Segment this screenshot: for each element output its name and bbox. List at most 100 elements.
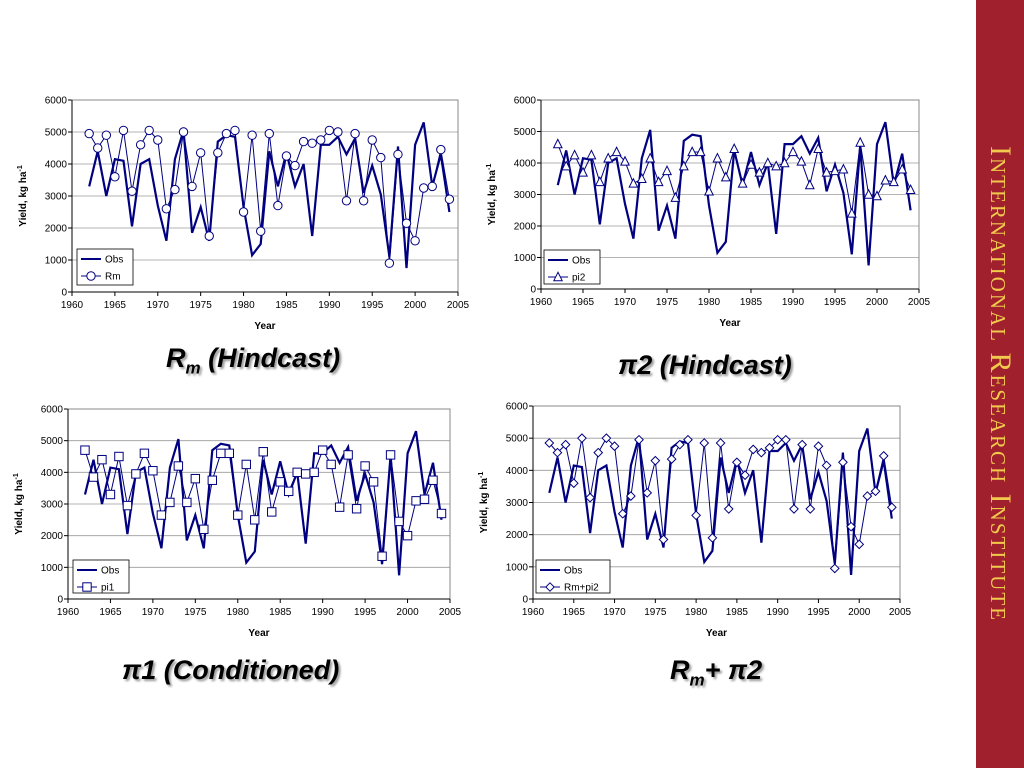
marker-circle xyxy=(213,148,223,158)
legend-label: Obs xyxy=(105,255,123,266)
marker-square xyxy=(351,504,362,514)
marker-circle xyxy=(153,135,163,145)
legend-label: Obs xyxy=(101,566,119,577)
marker-triangle xyxy=(813,143,824,154)
caption-rm-plus-pi2: Rm+ π2 xyxy=(670,655,762,690)
x-tick-label: 1995 xyxy=(807,607,830,618)
x-tick-label: 2000 xyxy=(866,297,889,308)
x-tick-label: 2000 xyxy=(848,607,871,618)
y-tick-label: 3000 xyxy=(41,500,64,511)
marker-diamond xyxy=(634,434,644,445)
marker-diamond xyxy=(545,582,555,592)
marker-triangle xyxy=(645,152,656,163)
institute-name: International Research Institute xyxy=(984,146,1017,622)
x-tick-label: 1980 xyxy=(698,297,721,308)
marker-square xyxy=(224,448,234,459)
marker-triangle xyxy=(779,157,790,168)
marker-square xyxy=(428,475,438,485)
x-tick-label: 1965 xyxy=(563,607,586,618)
marker-square xyxy=(80,445,90,455)
marker-triangle xyxy=(829,165,841,176)
marker-circle xyxy=(221,128,232,139)
marker-circle xyxy=(264,128,274,139)
x-tick-label: 1975 xyxy=(184,607,207,618)
marker-triangle xyxy=(796,155,807,166)
y-tick-label: 2000 xyxy=(514,222,537,233)
marker-square xyxy=(334,502,345,512)
marker-circle xyxy=(290,160,300,171)
marker-square xyxy=(233,510,243,520)
marker-triangle xyxy=(905,183,916,194)
marker-triangle xyxy=(771,160,782,171)
marker-circle xyxy=(410,236,420,246)
y-tick-label: 6000 xyxy=(45,96,68,107)
x-tick-label: 2005 xyxy=(908,297,931,308)
y-axis-label: Yield, kg ha-1 xyxy=(486,164,498,226)
marker-triangle xyxy=(611,146,622,157)
y-axis-label: Yield, kg ha-1 xyxy=(478,472,490,534)
x-tick-label: 1970 xyxy=(603,607,626,618)
marker-diamond xyxy=(846,521,856,532)
marker-diamond xyxy=(568,478,579,489)
chart-rm-plus-pi2: 0 1000 2000 3000 4000 5000 6000 1960 1965 1970 197… xyxy=(478,402,912,640)
y-tick-label: 3000 xyxy=(514,190,537,201)
marker-triangle xyxy=(577,166,589,177)
caption-pi1-conditioned: π1 (Conditioned) xyxy=(122,655,339,686)
marker-circle xyxy=(256,226,266,236)
chart-pi2-hindcast: 0 1000 2000 3000 4000 5000 6000 1960 1965 1970 197… xyxy=(486,96,931,330)
marker-circle xyxy=(187,181,197,192)
marker-triangle xyxy=(619,155,631,166)
marker-triangle xyxy=(695,146,706,157)
marker-circle xyxy=(101,130,112,140)
marker-circle xyxy=(427,181,437,192)
x-tick-label: 1990 xyxy=(782,297,805,308)
marker-square xyxy=(267,507,277,517)
caption-rm-hindcast: Rm (Hindcast) xyxy=(166,343,340,378)
marker-square xyxy=(97,454,107,465)
marker-circle xyxy=(316,135,326,145)
marker-square xyxy=(122,500,133,511)
marker-triangle xyxy=(678,160,689,171)
marker-circle xyxy=(195,148,206,158)
marker-circle xyxy=(170,184,180,195)
marker-triangle xyxy=(586,149,597,160)
marker-square xyxy=(88,472,99,482)
x-tick-label: 1980 xyxy=(232,300,255,311)
marker-square xyxy=(368,477,379,487)
marker-triangle xyxy=(729,143,740,154)
marker-diamond xyxy=(683,434,693,445)
marker-circle xyxy=(281,151,292,161)
marker-circle xyxy=(230,125,240,136)
marker-circle xyxy=(307,138,317,148)
marker-triangle xyxy=(821,166,832,177)
marker-square xyxy=(385,450,396,460)
y-tick-label: 0 xyxy=(61,288,67,299)
y-tick-label: 1000 xyxy=(506,562,529,573)
legend-box xyxy=(543,249,601,285)
y-tick-label: 5000 xyxy=(514,127,537,138)
marker-diamond xyxy=(674,439,685,450)
marker-diamond xyxy=(699,438,710,448)
x-tick-label: 1970 xyxy=(142,607,165,618)
x-tick-label: 1965 xyxy=(572,297,595,308)
marker-diamond xyxy=(544,438,555,448)
x-tick-label: 1985 xyxy=(269,607,292,618)
marker-diamond xyxy=(878,450,889,461)
x-tick-label: 1965 xyxy=(99,607,122,618)
marker-diamond xyxy=(585,492,595,503)
marker-diamond xyxy=(862,491,873,501)
marker-diamond xyxy=(740,470,750,481)
marker-circle xyxy=(204,231,214,241)
x-tick-label: 1995 xyxy=(354,607,377,618)
x-tick-label: 1995 xyxy=(361,300,384,311)
marker-triangle xyxy=(846,207,857,218)
marker-triangle xyxy=(762,157,773,168)
legend-label: Rm+pi2 xyxy=(564,583,599,594)
marker-triangle xyxy=(871,190,883,201)
legend-label: Obs xyxy=(564,566,582,577)
x-tick-label: 1995 xyxy=(824,297,847,308)
marker-circle xyxy=(110,172,120,182)
x-tick-label: 2005 xyxy=(889,607,912,618)
marker-triangle xyxy=(880,174,891,185)
marker-square xyxy=(343,450,353,460)
